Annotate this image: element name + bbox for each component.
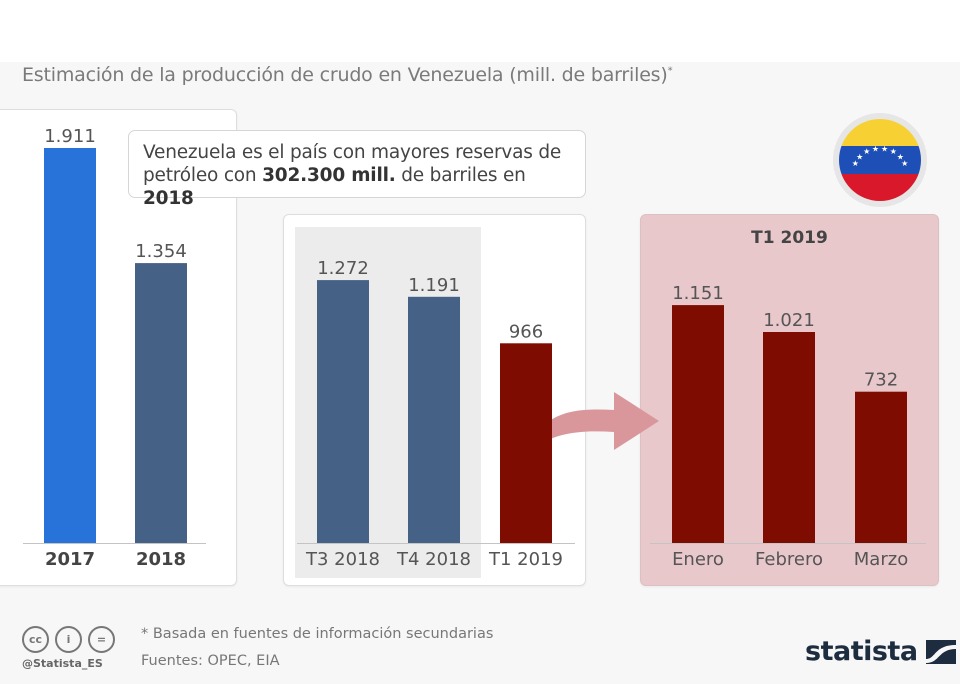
title-text: Estimación de la producción de crudo en … — [22, 64, 668, 86]
flag-star: ★ — [872, 144, 879, 153]
no-derivatives-icon: = — [88, 626, 115, 653]
category-label: Enero — [672, 549, 724, 570]
statista-logo-icon — [925, 639, 956, 664]
flag-star: ★ — [856, 152, 863, 161]
category-label: Marzo — [854, 549, 908, 570]
category-label: Febrero — [755, 549, 823, 570]
flag-stars: ★★★ ★ ★ ★★★ — [852, 144, 909, 168]
statista-logo[interactable]: statista — [805, 636, 956, 667]
category-label: 2018 — [136, 549, 186, 570]
flag-blue-band — [839, 146, 921, 174]
bar-2018 — [135, 263, 187, 543]
attribution-icon: i — [55, 626, 82, 653]
reserves-callout: Venezuela es el país con mayores reserva… — [128, 130, 586, 209]
value-label: 732 — [864, 370, 898, 391]
category-label: 2017 — [45, 549, 95, 570]
sources: Fuentes: OPEC, EIA — [141, 653, 280, 669]
flag-star: ★ — [852, 159, 859, 168]
flag-star: ★ — [890, 147, 897, 156]
flag-star: ★ — [863, 147, 870, 156]
cc-icon: cc — [22, 626, 49, 653]
callout-text-1: Venezuela es el país con mayores reserva… — [143, 142, 562, 186]
twitter-handle: @Statista_ES — [22, 657, 103, 670]
value-label: 1.354 — [135, 241, 187, 262]
category-label: T3 2018 — [305, 549, 380, 570]
callout-text-2: de barriles en — [395, 165, 526, 186]
panel3-title: T1 2019 — [751, 228, 828, 248]
flag-star: ★ — [897, 152, 904, 161]
category-label: T4 2018 — [396, 549, 471, 570]
value-label: 966 — [509, 321, 543, 342]
arrow-icon — [527, 392, 659, 456]
callout-bold-reserves: 302.300 mill. — [262, 165, 396, 186]
logo-text: statista — [805, 636, 918, 667]
footnote: * Basada en fuentes de información secun… — [141, 626, 494, 642]
top-strip — [0, 0, 960, 62]
callout-bold-year: 2018 — [143, 188, 194, 209]
title-footnote-marker: * — [667, 65, 673, 77]
bar-t3-2018 — [317, 280, 369, 543]
value-label: 1.911 — [44, 126, 96, 147]
bar-febrero — [763, 332, 815, 543]
venezuela-flag-icon: ★ ★ ★ ★ ★ ★ ★ ★ — [833, 113, 927, 207]
chart-title: Estimación de la producción de crudo en … — [22, 64, 673, 86]
bar-enero — [672, 305, 724, 543]
bar-t1-2019 — [500, 343, 552, 543]
value-label: 1.151 — [672, 283, 724, 304]
bar-t4-2018 — [408, 296, 460, 543]
value-label: 1.191 — [408, 275, 460, 296]
license-icons: cc i = — [22, 626, 115, 653]
category-label: T1 2019 — [488, 549, 563, 570]
flag-star: ★ — [901, 159, 908, 168]
value-label: 1.272 — [317, 258, 369, 279]
bar-2017 — [44, 148, 96, 543]
bar-marzo — [855, 391, 907, 543]
flag-star: ★ — [881, 144, 888, 153]
value-label: 1.021 — [763, 310, 815, 331]
